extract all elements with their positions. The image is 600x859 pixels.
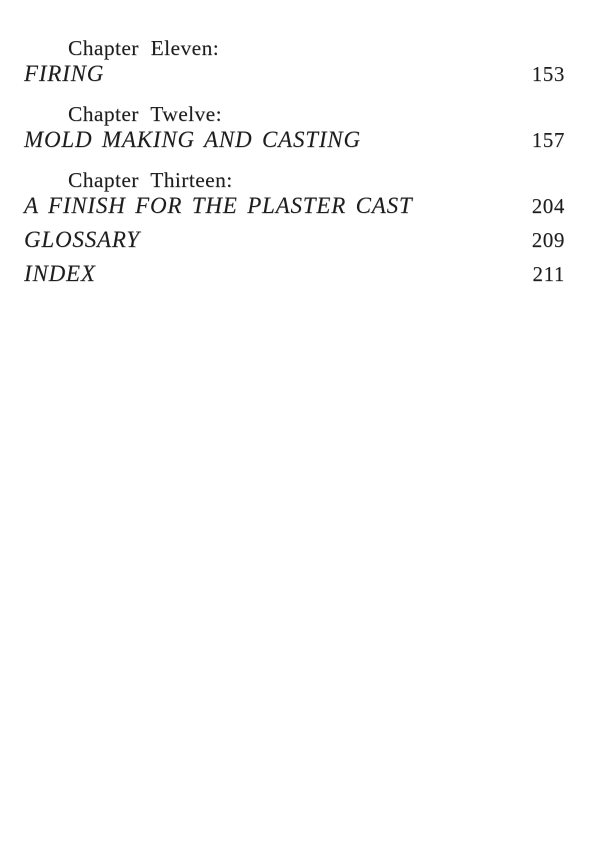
toc-title: MOLD MAKING AND CASTING	[24, 127, 361, 152]
toc-entry: Chapter Thirteen: A FINISH FOR THE PLAST…	[24, 168, 565, 219]
toc-title-row: GLOSSARY 209	[24, 227, 565, 253]
toc-page-number: 211	[532, 262, 565, 286]
toc-title-row: MOLD MAKING AND CASTING 157	[24, 127, 565, 153]
chapter-label: Chapter Eleven:	[68, 36, 220, 60]
toc-title-row: FIRING 153	[24, 61, 565, 87]
toc-title: GLOSSARY	[24, 227, 140, 252]
toc-title-row: A FINISH FOR THE PLASTER CAST 204	[24, 193, 565, 219]
toc-title: FIRING	[24, 61, 105, 86]
toc-page-number: 209	[531, 228, 565, 252]
toc-page-number: 204	[531, 194, 565, 218]
toc-entry: GLOSSARY 209	[24, 227, 565, 253]
toc-entry: Chapter Twelve: MOLD MAKING AND CASTING …	[24, 102, 565, 153]
chapter-label: Chapter Twelve:	[68, 102, 222, 126]
toc-page-number: 157	[531, 128, 565, 152]
toc-entry: Chapter Eleven: FIRING 153	[24, 36, 565, 87]
toc-title: A FINISH FOR THE PLASTER CAST	[24, 193, 413, 218]
chapter-label: Chapter Thirteen:	[68, 168, 233, 192]
toc-title: INDEX	[24, 261, 96, 286]
toc-title-row: INDEX 211	[24, 261, 565, 287]
toc-page-number: 153	[531, 62, 565, 86]
toc-entry: INDEX 211	[24, 261, 565, 287]
